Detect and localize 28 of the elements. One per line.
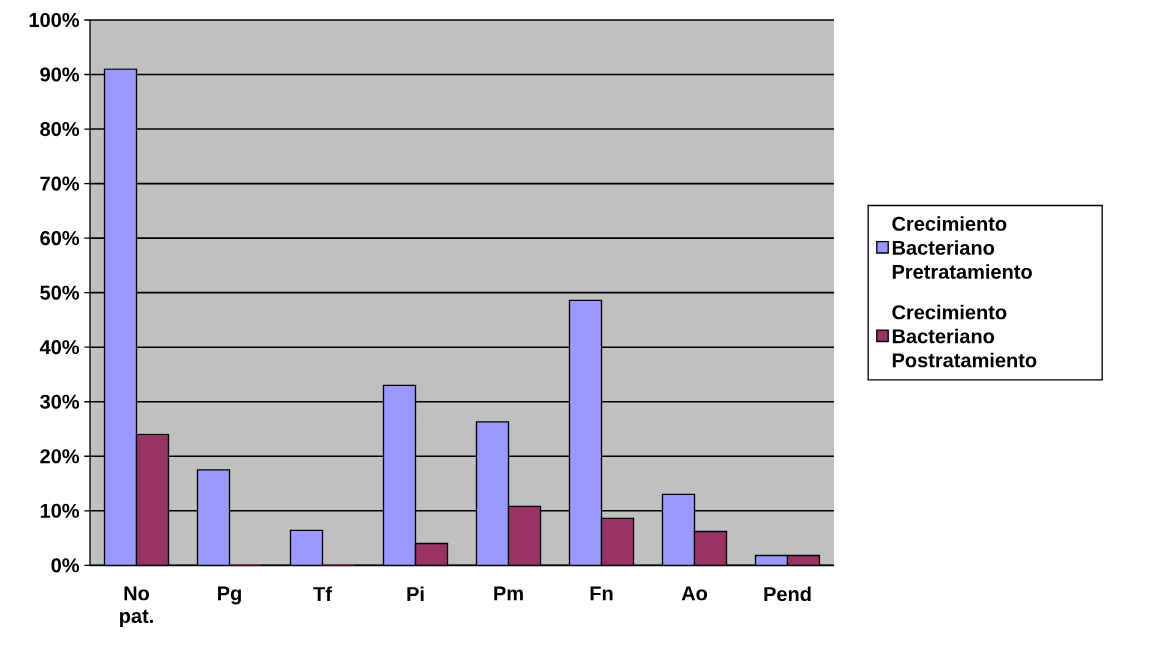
- bar: [382, 384, 417, 566]
- x-tick-label: Pend: [764, 586, 811, 602]
- y-tick-label: 80%: [40, 121, 80, 137]
- y-tick-label: 30%: [40, 394, 80, 409]
- x-tick-label: Fn: [590, 586, 613, 601]
- x-tick-label: Pg: [218, 586, 241, 605]
- y-tick-label: 20%: [40, 449, 80, 464]
- bar: [661, 493, 696, 566]
- x-tick-label: Ao: [681, 586, 708, 601]
- y-tick-label: 0%: [51, 558, 80, 573]
- x-tick-label: Tf: [313, 586, 332, 601]
- x-tick-label: No pat.: [120, 586, 153, 627]
- y-tick-label: 50%: [40, 285, 80, 300]
- x-tick-label: Pm: [494, 586, 523, 601]
- bar: [289, 529, 324, 566]
- x-tick-label: Pi: [407, 586, 424, 601]
- y-tick-label: 40%: [39, 340, 80, 355]
- y-tick-label: 10%: [40, 503, 80, 518]
- y-tick-label: 90%: [40, 67, 80, 82]
- bar: [475, 421, 510, 566]
- bar: [103, 68, 138, 566]
- bar: [568, 299, 603, 566]
- y-tick-label: 60%: [40, 231, 80, 246]
- y-tick-label: 100%: [29, 12, 80, 28]
- y-tick-label: 70%: [40, 176, 80, 191]
- legend-label: Crecimiento Bacteriano Pretratamiento: [892, 216, 1032, 279]
- legend-label: Crecimiento Bacteriano Postratamiento: [892, 304, 1037, 368]
- bar: [196, 469, 231, 566]
